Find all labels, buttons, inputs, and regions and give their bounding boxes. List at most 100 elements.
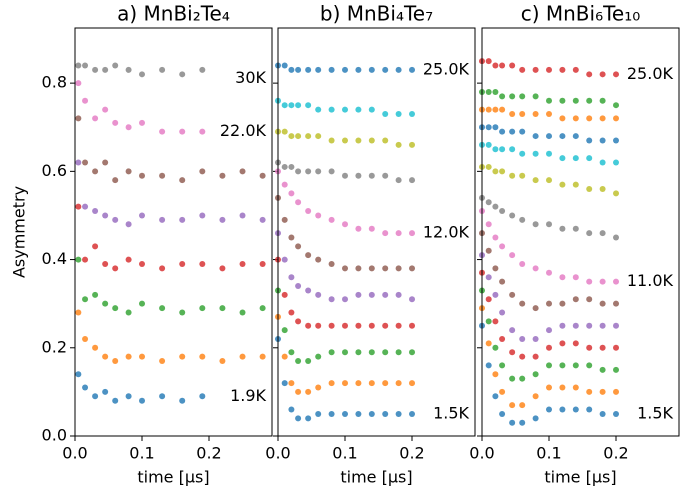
x-tick-label: 0.0 [469,444,494,463]
data-point [499,146,506,153]
data-point [328,349,335,356]
data-point [485,340,492,347]
series-label: 1.5K [433,403,469,422]
label-box [415,402,473,425]
data-point [328,168,335,175]
data-point [519,300,526,307]
data-point [219,265,226,272]
data-point [572,362,579,369]
data-point [586,406,593,413]
y-tick-label: 0.8 [42,73,67,92]
y-axis-label: Asymmetry [10,186,29,278]
data-point [409,66,416,73]
data-point [288,349,295,356]
panel: c) MnBi₆Te₁₀ 0.0 0.1 0.2 time [μs] 25.0K 11.0K… [469,2,680,487]
data-point [532,393,539,400]
data-point [409,410,416,417]
data-point [559,300,566,307]
data-point [492,62,499,69]
data-point [572,322,579,329]
data-point [559,384,566,391]
data-point [82,256,89,263]
data-point [499,106,506,113]
data-point [355,380,362,387]
data-point [599,115,606,122]
data-point [546,406,553,413]
data-point [559,274,566,281]
data-point [382,66,389,73]
data-point [572,133,579,140]
data-point [305,133,312,140]
data-point [295,66,302,73]
data-point [532,265,539,272]
data-point [519,260,526,267]
series-label: 25.0K [627,64,674,83]
data-point [572,406,579,413]
data-point [382,172,389,179]
data-point [509,375,516,382]
data-point [492,168,499,175]
data-point [342,66,349,73]
data-point [599,388,606,395]
data-point [395,177,402,184]
data-point [125,309,132,316]
data-point [179,309,186,316]
data-point [342,410,349,417]
data-point [342,137,349,144]
data-point [613,102,620,109]
data-point [295,102,302,109]
data-point [546,111,553,118]
data-point [485,274,492,281]
data-point [559,133,566,140]
data-point [315,291,322,298]
data-point [199,353,206,360]
data-point [239,260,246,267]
data-point [382,322,389,329]
data-point [519,402,526,409]
data-point [315,212,322,219]
data-point [395,141,402,148]
data-point [485,124,492,131]
data-point [281,353,288,360]
data-point [599,322,606,329]
data-point [281,181,288,188]
data-point [599,137,606,144]
data-point [409,322,416,329]
data-point [613,410,620,417]
data-point [315,168,322,175]
data-point [532,150,539,157]
data-point [102,353,109,360]
x-axis-label: time [μs] [340,468,412,487]
data-point [92,208,99,215]
data-point [509,146,516,153]
data-point [532,133,539,140]
data-point [509,349,516,356]
data-point [305,102,312,109]
data-point [395,230,402,237]
data-point [219,172,226,179]
x-axis-label: time [μs] [544,468,616,487]
data-point [509,291,516,298]
data-point [259,260,266,267]
data-point [509,327,516,334]
data-point [112,62,119,69]
series-label: 1.9K [230,386,266,405]
y-tick-label: 0.0 [42,426,67,445]
data-point [586,278,593,285]
data-point [409,177,416,184]
data-point [559,115,566,122]
data-point [328,66,335,73]
data-point [355,410,362,417]
data-point [499,62,506,69]
data-point [368,137,375,144]
data-point [82,159,89,166]
data-point [315,66,322,73]
data-point [559,66,566,73]
data-point [395,410,402,417]
data-point [92,168,99,175]
data-point [259,353,266,360]
data-point [355,137,362,144]
data-point [382,265,389,272]
y-tick-label: 0.4 [42,249,67,268]
data-point [315,410,322,417]
